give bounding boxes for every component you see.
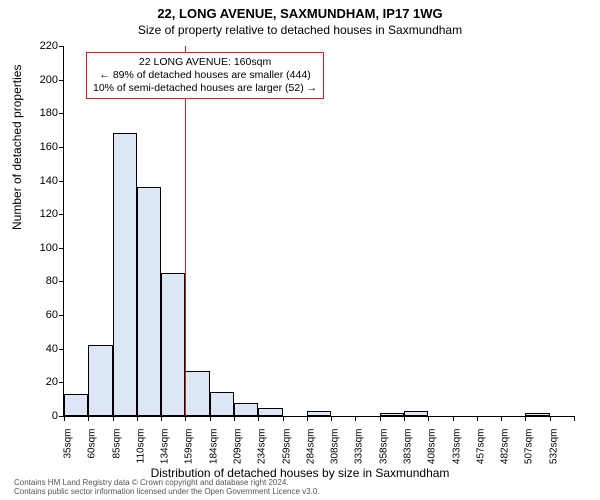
y-tick-label: 200 [28,74,58,86]
histogram-bar [113,133,137,416]
x-tick-mark [574,416,575,421]
y-tick-mark [59,181,64,182]
x-tick-mark [161,416,162,421]
y-tick-label: 0 [28,410,58,422]
y-tick-mark [59,315,64,316]
y-tick-label: 40 [28,343,58,355]
x-tick-mark [331,416,332,421]
footer-line2: Contains public sector information licen… [14,488,320,497]
x-tick-mark [185,416,186,421]
x-tick-mark [210,416,211,421]
x-tick-mark [113,416,114,421]
y-tick-mark [59,80,64,81]
histogram-bar [258,408,282,416]
x-tick-mark [137,416,138,421]
y-tick-mark [59,113,64,114]
chart-area: 02040608010012014016018020022035sqm60sqm… [63,46,573,416]
y-tick-label: 140 [28,175,58,187]
y-tick-label: 100 [28,242,58,254]
y-tick-label: 80 [28,275,58,287]
x-tick-mark [501,416,502,421]
x-tick-mark [355,416,356,421]
histogram-bar [88,345,112,416]
y-tick-mark [59,46,64,47]
y-tick-label: 160 [28,141,58,153]
marker-line [185,46,186,416]
histogram-bar [307,411,331,416]
x-tick-mark [453,416,454,421]
annotation-line1: 22 LONG AVENUE: 160sqm [93,56,317,69]
histogram-bar [161,273,185,416]
x-tick-mark [404,416,405,421]
y-tick-mark [59,349,64,350]
y-tick-label: 60 [28,309,58,321]
x-tick-mark [88,416,89,421]
y-tick-label: 220 [28,40,58,52]
y-tick-mark [59,214,64,215]
x-tick-mark [234,416,235,421]
y-tick-mark [59,248,64,249]
footer-text: Contains HM Land Registry data © Crown c… [14,479,320,497]
histogram-bar [380,413,404,416]
y-tick-mark [59,281,64,282]
x-tick-mark [380,416,381,421]
histogram-bar [185,371,209,416]
annotation-line2: ← 89% of detached houses are smaller (44… [93,69,317,82]
x-tick-mark [428,416,429,421]
y-tick-label: 20 [28,376,58,388]
y-tick-mark [59,147,64,148]
histogram-bar [137,187,161,416]
x-tick-mark [283,416,284,421]
histogram-bar [404,411,428,416]
y-axis-label: Number of detached properties [10,65,24,230]
x-tick-mark [307,416,308,421]
histogram-bar [525,413,549,416]
chart-subtitle: Size of property relative to detached ho… [0,21,600,37]
histogram-bar [234,403,258,416]
x-tick-mark [525,416,526,421]
histogram-bar [210,392,234,416]
x-tick-mark [258,416,259,421]
x-tick-mark [550,416,551,421]
x-tick-mark [64,416,65,421]
y-tick-label: 180 [28,107,58,119]
annotation-box: 22 LONG AVENUE: 160sqm← 89% of detached … [86,52,324,99]
y-tick-mark [59,382,64,383]
annotation-line3: 10% of semi-detached houses are larger (… [93,82,317,95]
chart-title: 22, LONG AVENUE, SAXMUNDHAM, IP17 1WG [0,0,600,21]
plot-area: 02040608010012014016018020022035sqm60sqm… [63,46,574,417]
histogram-bar [64,394,88,416]
y-tick-label: 120 [28,208,58,220]
chart-container: 22, LONG AVENUE, SAXMUNDHAM, IP17 1WG Si… [0,0,600,500]
x-tick-mark [477,416,478,421]
